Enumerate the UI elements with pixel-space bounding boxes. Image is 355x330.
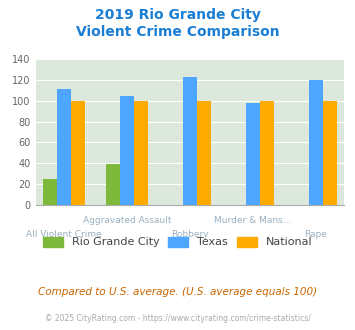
Bar (183, 77, 197, 205)
Text: Violent Crime Comparison: Violent Crime Comparison (76, 25, 279, 39)
Bar (57, 89, 71, 205)
Bar (120, 96, 134, 205)
Bar (309, 80, 323, 205)
Text: Rape: Rape (305, 230, 327, 239)
Bar (106, 164, 120, 205)
Bar (260, 101, 274, 205)
Text: 2019 Rio Grande City: 2019 Rio Grande City (94, 8, 261, 22)
Bar (197, 101, 211, 205)
Text: All Violent Crime: All Violent Crime (26, 230, 102, 239)
Text: © 2025 CityRating.com - https://www.cityrating.com/crime-statistics/: © 2025 CityRating.com - https://www.city… (45, 314, 310, 323)
Bar (246, 103, 260, 205)
Text: Compared to U.S. average. (U.S. average equals 100): Compared to U.S. average. (U.S. average … (38, 287, 317, 297)
Bar (323, 101, 337, 205)
Legend: Rio Grande City, Texas, National: Rio Grande City, Texas, National (43, 237, 312, 247)
Text: Murder & Mans...: Murder & Mans... (214, 216, 292, 225)
Bar (134, 101, 148, 205)
Text: Robbery: Robbery (171, 230, 209, 239)
Bar (71, 101, 84, 205)
Text: Aggravated Assault: Aggravated Assault (83, 216, 171, 225)
Bar (43, 179, 57, 205)
